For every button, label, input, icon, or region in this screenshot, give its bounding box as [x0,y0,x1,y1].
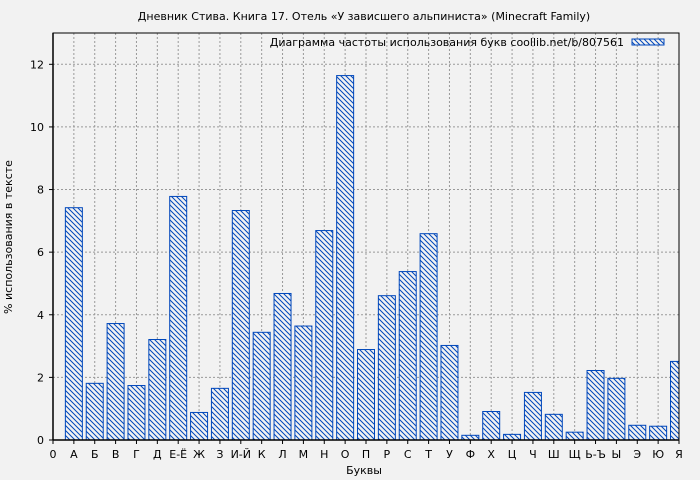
bar-П [357,349,375,441]
bar-У [440,344,459,441]
legend-swatch [631,38,665,46]
x-tick-labels: 0 А Б В Г Д Е-Ё Ж З И-Й К Л М Н О П Р С Т У Ф Х Ц Ч Ш Щ Ь-Ъ Ы Э Ю Я [50,448,683,461]
bar-Л [273,292,292,441]
legend-label: Диаграмма частоты использования букв coo… [270,36,624,49]
bar-Ш [544,413,563,441]
bar-Д [148,339,167,441]
x-tick-label: Ж [193,448,205,461]
bar-Т [419,233,438,441]
bar-Н [315,230,334,441]
y-tick-label: 12 [30,58,44,71]
grid [53,33,679,440]
x-tick-label: Н [320,448,328,461]
x-tick-label: К [258,448,266,461]
bars [64,75,680,441]
bar-Р [377,295,396,441]
x-tick-label: Ш [548,448,560,461]
x-tick-label: Ю [652,448,664,461]
bar-Ю [649,425,668,441]
y-axis-label: % использования в тексте [2,160,15,314]
bar-А [64,207,83,441]
x-tick-label: Ь-Ъ [585,448,606,461]
x-tick-label: М [299,448,309,461]
bar-Г [127,385,146,441]
x-tick-label: У [446,448,453,461]
x-tick-label: Ы [612,448,622,461]
bar-Ч [523,391,542,441]
bar-Ь-Ъ [586,369,605,441]
bar-З [210,387,229,441]
bar-Б [85,382,104,441]
x-tick-label: Е-Ё [169,448,187,461]
x-tick-label: П [362,448,370,461]
x-tick-label: С [404,448,412,461]
bar-Э [628,424,647,441]
x-tick-label: З [216,448,223,461]
y-tick-labels: 0 2 4 6 8 10 12 [30,58,44,447]
bar-С [398,271,417,441]
x-tick-label: И-Й [231,448,251,461]
x-tick-label: Э [633,448,641,461]
x-tick-label: Х [487,448,495,461]
x-tick-label: Л [278,448,286,461]
y-tick-label: 4 [37,309,44,322]
bar-Х [482,411,501,441]
x-tick-label: Р [384,448,391,461]
x-tick-label: В [112,448,120,461]
bar-Ы [607,377,626,441]
y-tick-label: 8 [37,184,44,197]
bar-Ц [503,433,522,441]
y-tick-label: 10 [30,121,44,134]
chart-title: Дневник Стива. Книга 17. Отель «У зависш… [138,10,590,23]
x-axis-label: Буквы [346,464,382,477]
y-tick-label: 0 [37,434,44,447]
x-tick-label: Ц [508,448,517,461]
x-tick-label: Я [675,448,683,461]
x-tick-label: А [70,448,78,461]
bar-М [294,325,313,441]
bar-И-Й [231,210,250,441]
x-tick-label: Д [153,448,162,461]
x-tick-label: Т [424,448,432,461]
bar-В [106,323,125,441]
y-tick-label: 6 [37,246,44,259]
x-tick-label: Г [133,448,140,461]
x-tick-label: Б [91,448,99,461]
bar-К [252,331,271,441]
bar-Щ [565,431,584,441]
x-tick-label: О [341,448,350,461]
bar-О [336,75,355,441]
bar-Ж [190,411,209,441]
x-tick-label: Щ [569,448,581,461]
x-tick-label: Ч [529,448,537,461]
y-tick-label: 2 [37,371,44,384]
legend: Диаграмма частоты использования букв coo… [270,36,665,49]
bar-Я [670,360,680,441]
x-tick-label: Ф [466,448,475,461]
axes [49,32,680,444]
x-tick-label: 0 [50,448,57,461]
bar-Е-Ё [169,195,188,441]
